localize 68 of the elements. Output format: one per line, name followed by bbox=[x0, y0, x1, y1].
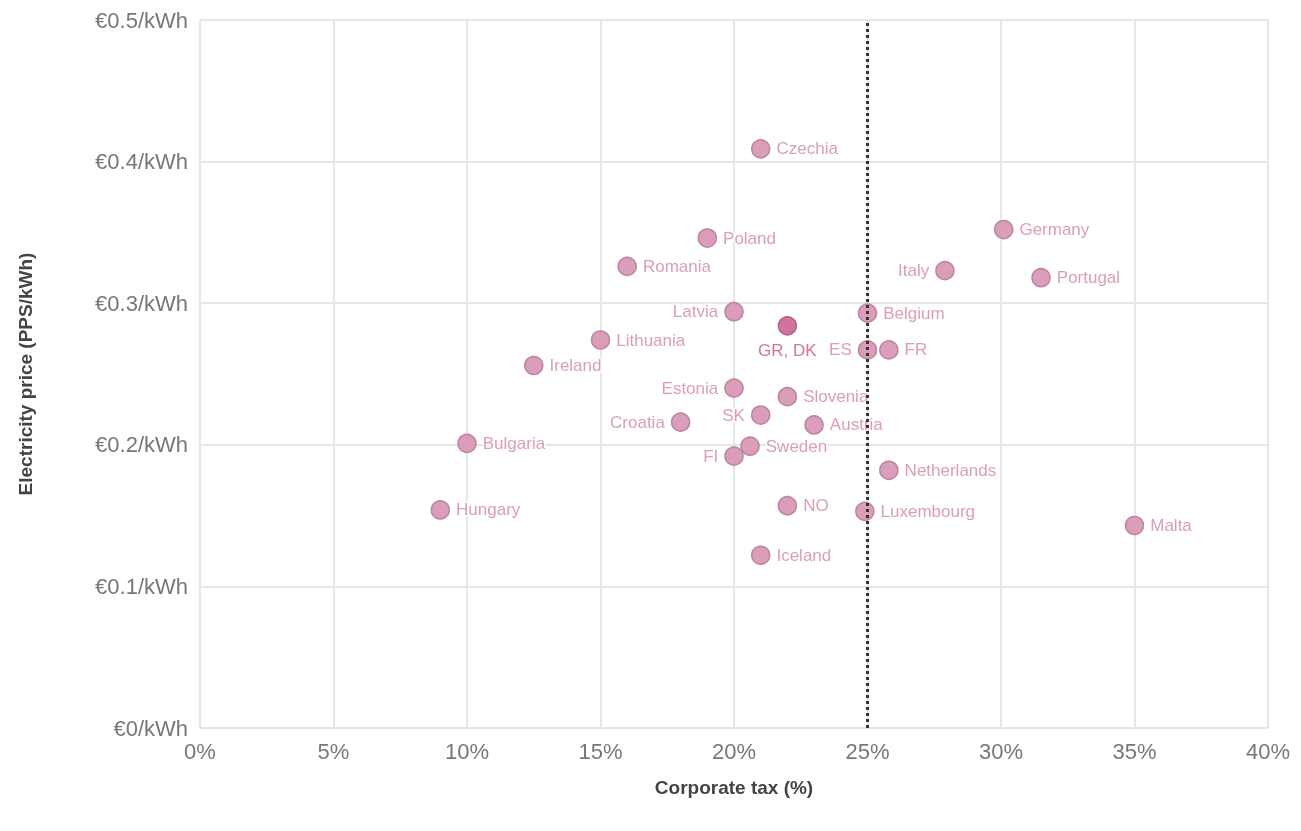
series-label: Bulgaria bbox=[482, 433, 546, 453]
point bbox=[750, 545, 771, 565]
x-tick-label: 10% bbox=[444, 738, 490, 764]
x-tick-label: 30% bbox=[978, 738, 1024, 764]
point bbox=[430, 500, 451, 520]
x-tick-label: 25% bbox=[845, 738, 890, 764]
series-label: Austria bbox=[829, 415, 884, 435]
point bbox=[750, 139, 771, 159]
series-label: Sweden bbox=[765, 436, 828, 456]
series-label: ES bbox=[829, 340, 852, 360]
series-label: Malta bbox=[1150, 516, 1193, 536]
y-tick-label: €0.5/kWh bbox=[95, 7, 188, 33]
series-label: Romania bbox=[642, 256, 712, 276]
series-label: Belgium bbox=[883, 303, 945, 323]
x-tick-label: 40% bbox=[1245, 738, 1291, 764]
series-label: Italy bbox=[897, 261, 930, 281]
x-tick-label: 35% bbox=[1112, 738, 1157, 764]
x-tick-label: 20% bbox=[711, 738, 757, 764]
point bbox=[457, 433, 477, 454]
x-tick-label: 5% bbox=[317, 738, 350, 764]
point bbox=[777, 316, 798, 336]
y-tick-label: €0.2/kWh bbox=[95, 432, 188, 458]
point bbox=[617, 256, 637, 277]
point bbox=[993, 219, 1014, 240]
series-label: Czechia bbox=[776, 139, 839, 159]
y-tick-label: €0/kWh bbox=[113, 715, 188, 741]
point bbox=[724, 446, 744, 466]
point bbox=[724, 378, 744, 398]
series-label: Latvia bbox=[672, 302, 719, 322]
series-label: Hungary bbox=[456, 500, 521, 520]
series-label: Estonia bbox=[661, 378, 719, 398]
point bbox=[1031, 267, 1051, 288]
series-label: FR bbox=[904, 340, 928, 360]
series-label: Slovenia bbox=[803, 387, 869, 407]
point bbox=[935, 260, 955, 281]
y-tick-label: €0.4/kWh bbox=[95, 149, 188, 175]
series-label: FI bbox=[703, 446, 719, 466]
point bbox=[724, 301, 744, 322]
point bbox=[879, 340, 899, 360]
point bbox=[879, 460, 899, 481]
point bbox=[524, 355, 544, 376]
series-label: Netherlands bbox=[904, 460, 997, 480]
x-axis-title: Corporate tax (%) bbox=[654, 777, 814, 798]
series-label: Germany bbox=[1019, 220, 1090, 240]
series-label: GR, DK bbox=[758, 340, 818, 360]
y-tick-label: €0.1/kWh bbox=[95, 573, 188, 599]
point bbox=[670, 412, 691, 432]
series-label: Luxembourg bbox=[880, 501, 976, 521]
series-label: Lithuania bbox=[616, 330, 686, 350]
x-tick-label: 15% bbox=[578, 738, 623, 764]
series-label: Poland bbox=[723, 228, 776, 248]
y-axis-title: Electricity price (PPS/kWh) bbox=[15, 252, 36, 496]
point bbox=[697, 228, 718, 248]
point bbox=[750, 405, 771, 425]
series-label: Croatia bbox=[610, 412, 666, 432]
point bbox=[804, 415, 824, 435]
x-tick-label: 0% bbox=[184, 738, 216, 764]
series-label: Ireland bbox=[549, 356, 602, 375]
series-label: NO bbox=[803, 496, 829, 516]
y-tick-label: €0.3/kWh bbox=[95, 290, 188, 316]
point bbox=[777, 386, 798, 407]
point bbox=[1124, 515, 1145, 536]
series-label: Iceland bbox=[776, 545, 832, 565]
series-label: Portugal bbox=[1056, 268, 1121, 288]
point bbox=[777, 495, 798, 516]
point bbox=[590, 330, 611, 350]
point bbox=[740, 436, 760, 456]
series-label: SK bbox=[722, 405, 746, 425]
